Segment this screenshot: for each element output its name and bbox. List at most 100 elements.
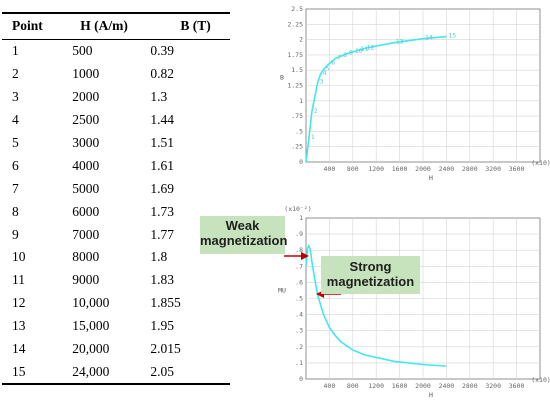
table-row: 13 15,000 1.95 xyxy=(2,315,230,338)
cell-h: 1000 xyxy=(72,66,100,82)
table-row: 11 9000 1.83 xyxy=(2,269,230,292)
bh-point-label: 9 xyxy=(349,49,353,57)
mu-x-tick-label: 1200 xyxy=(368,382,384,390)
bh-x-tick-label: 2400 xyxy=(439,165,455,173)
mu-y-tick-label: .7 xyxy=(295,262,303,270)
table-row: 4 2500 1.44 xyxy=(2,109,230,132)
cell-h: 2000 xyxy=(72,89,100,105)
cell-h: 4000 xyxy=(72,157,100,173)
cell-h: 500 xyxy=(72,43,93,59)
bh-point-label: 12 xyxy=(367,43,375,51)
cell-point: 5 xyxy=(12,135,19,150)
cell-point: 6 xyxy=(12,157,19,173)
bh-point-label: 13 xyxy=(396,38,404,46)
weak-arrow-head xyxy=(301,252,309,260)
cell-b: 1.51 xyxy=(150,135,174,150)
cell-b: 1.69 xyxy=(150,180,174,196)
mu-y-tick-label: .6 xyxy=(295,278,303,286)
bh-y-tick-label: 2.5 xyxy=(291,5,303,13)
column-header-b: B (T) xyxy=(180,18,211,33)
table-header-row: Point H (A/m) B (T) xyxy=(2,13,230,40)
table-row: 7 5000 1.69 xyxy=(2,177,230,200)
mu-y-axis-label: MU xyxy=(278,287,286,295)
table-row: 1 500 0.39 xyxy=(2,40,230,63)
bh-point-label: 14 xyxy=(425,34,433,42)
table-row: 5 3000 1.51 xyxy=(2,132,230,155)
cell-b: 1.44 xyxy=(150,112,174,128)
bh-point-label: 10 xyxy=(355,47,363,55)
cell-h: 10,000 xyxy=(72,295,110,311)
column-header-h: H (A/m) xyxy=(80,18,128,33)
table-row: 8 6000 1.73 xyxy=(2,200,230,223)
cell-h: 24,000 xyxy=(72,363,110,379)
bh-point-label: 5 xyxy=(326,65,330,73)
cell-b: 2.05 xyxy=(150,363,174,379)
cell-b: 1.61 xyxy=(150,157,174,173)
bh-y-tick-label: 0 xyxy=(299,158,303,166)
mu-y-tick-label: .9 xyxy=(295,230,303,238)
bh-point-label: 7 xyxy=(337,54,341,62)
bh-x-tick-label: 1200 xyxy=(368,165,384,173)
mu-x-tick-label: 3200 xyxy=(485,382,501,390)
bh-y-tick-label: 1 xyxy=(299,97,303,105)
cell-h: 15,000 xyxy=(72,318,110,334)
bh-point-label: 15 xyxy=(448,32,456,40)
mu-series-line xyxy=(305,244,447,367)
mu-x-multiplier: (x10) xyxy=(531,376,550,384)
cell-point: 10 xyxy=(12,249,26,265)
cell-point: 15 xyxy=(12,363,26,379)
bh-series-line xyxy=(305,35,447,163)
cell-point: 8 xyxy=(12,203,19,219)
cell-b: 1.8 xyxy=(150,249,168,265)
mu-y-tick-label: 1 xyxy=(299,214,303,222)
mu-y-tick-label: .1 xyxy=(295,359,303,367)
bh-point-label: 2 xyxy=(314,107,318,115)
cell-b: 1.73 xyxy=(150,203,174,219)
bh-y-tick-label: 1.25 xyxy=(287,82,303,90)
cell-point: 1 xyxy=(12,43,19,59)
mu-x-axis-label: H xyxy=(429,391,433,399)
cell-h: 3000 xyxy=(72,135,100,150)
cell-b: 1.855 xyxy=(150,295,181,311)
mu-x-tick-label: 1600 xyxy=(392,382,408,390)
cell-point: 11 xyxy=(12,272,25,288)
mu-y-tick-label: .2 xyxy=(295,343,303,351)
bh-y-tick-label: 2.25 xyxy=(287,20,303,28)
strong-magnetization-callout: Strong magnetization xyxy=(321,256,420,294)
bh-x-tick-label: 1600 xyxy=(392,165,408,173)
mu-x-tick-label: 800 xyxy=(347,382,359,390)
cell-point: 7 xyxy=(12,180,19,196)
mu-y-tick-label: .5 xyxy=(295,295,303,303)
bh-point-label: 4 xyxy=(323,69,327,77)
cell-b: 0.39 xyxy=(150,43,174,59)
mu-x-tick-label: 2400 xyxy=(439,382,455,390)
table-row: 10 8000 1.8 xyxy=(2,246,230,269)
bh-y-tick-label: .75 xyxy=(291,112,303,120)
bh-point-label: 6 xyxy=(331,58,335,66)
bh-x-tick-label: 400 xyxy=(324,165,336,173)
cell-b: 1.95 xyxy=(150,318,174,334)
cell-b: 2.015 xyxy=(150,341,181,357)
cell-h: 5000 xyxy=(72,180,100,196)
bh-y-tick-label: .25 xyxy=(291,143,303,151)
weak-magnetization-callout: Weak magnetization xyxy=(200,216,287,254)
cell-point: 14 xyxy=(12,341,26,357)
table-row: 6 4000 1.61 xyxy=(2,154,230,177)
bh-y-tick-label: 1.75 xyxy=(287,51,303,59)
bh-point-label: 11 xyxy=(361,45,369,53)
cell-point: 2 xyxy=(12,66,19,82)
bh-x-tick-label: 2000 xyxy=(415,165,431,173)
cell-h: 9000 xyxy=(72,272,100,288)
bh-point-label: 8 xyxy=(343,51,347,59)
mu-y-tick-label: .4 xyxy=(295,311,303,319)
cell-point: 3 xyxy=(12,89,19,105)
bh-x-tick-label: 2800 xyxy=(462,165,478,173)
mu-x-tick-label: 2800 xyxy=(462,382,478,390)
cell-b: 1.3 xyxy=(150,89,168,105)
cell-point: 13 xyxy=(12,318,26,334)
bh-x-tick-label: 3200 xyxy=(485,165,501,173)
bh-x-multiplier: (x10) xyxy=(531,159,550,167)
mu-x-tick-label: 3600 xyxy=(509,382,525,390)
mu-y-tick-label: 0 xyxy=(299,375,303,383)
